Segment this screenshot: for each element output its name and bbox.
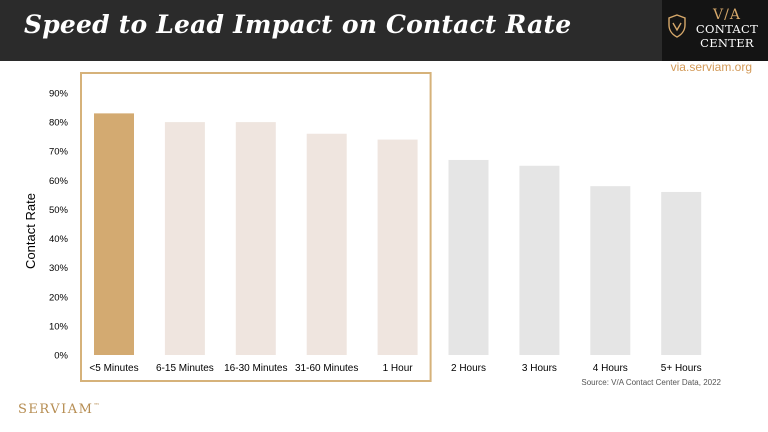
y-tick-label: 60% [49,176,69,187]
y-tick-label: 70% [49,147,69,158]
x-category-label: 31-60 Minutes [295,363,358,374]
logo-line1: CONTACT [695,22,759,36]
x-category-label: 1 Hour [383,363,414,374]
y-tick-label: 90% [49,89,69,100]
trademark-mark: ™ [93,402,100,410]
x-category-label: 2 Hours [451,363,486,374]
shield-icon [668,14,686,38]
x-category-label: 4 Hours [593,363,628,374]
logo-via-text: V/A [713,7,741,23]
bar-0 [94,113,134,355]
source-note: Source: V/A Contact Center Data, 2022 [581,378,721,387]
y-tick-label: 20% [49,292,69,303]
x-category-label: <5 Minutes [89,363,138,374]
bar-4 [377,139,418,355]
x-category-label: 6-15 Minutes [156,363,214,374]
site-link[interactable]: via.serviam.org [670,60,752,74]
y-axis-label: Contact Rate [23,193,38,269]
y-tick-label: 80% [49,118,69,129]
logo-line2: CENTER [700,36,754,50]
highlight-frame [80,72,432,382]
x-category-label: 5+ Hours [661,363,702,374]
bar-2 [235,122,276,355]
via-contact-center-logo: V/A CONTACT CENTER [662,0,768,61]
y-tick-label: 50% [49,205,69,216]
y-tick-label: 30% [49,263,69,274]
y-tick-label: 10% [49,321,69,332]
header-bar: Speed to Lead Impact on Contact Rate V/A… [0,0,768,61]
bar-1 [164,122,205,355]
brand-text: SERVIAM [18,402,94,417]
y-tick-label: 0% [54,351,68,362]
bar-5 [448,159,489,355]
x-category-label: 3 Hours [522,363,557,374]
bar-8 [661,191,702,355]
x-category-label: 16-30 Minutes [224,363,287,374]
y-tick-label: 40% [49,234,69,245]
serviam-brand: SERVIAM™ [18,402,99,417]
bar-3 [306,133,347,355]
bar-6 [519,165,560,355]
bar-7 [590,186,631,355]
page-title: Speed to Lead Impact on Contact Rate [24,10,572,39]
